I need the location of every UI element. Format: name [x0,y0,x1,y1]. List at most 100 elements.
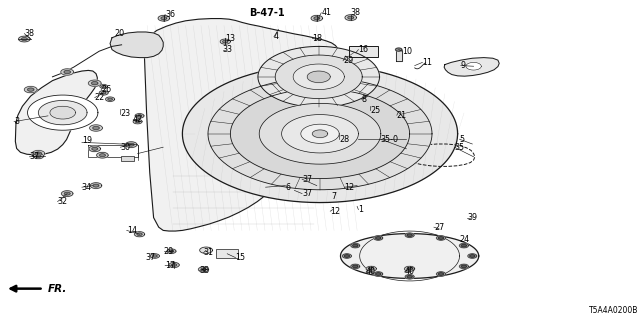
Polygon shape [100,154,105,156]
Polygon shape [460,264,468,268]
Text: 34: 34 [82,183,92,192]
Polygon shape [353,265,358,268]
Text: 38: 38 [200,266,210,275]
Polygon shape [436,272,445,276]
Polygon shape [33,154,44,159]
Text: 26: 26 [101,85,111,94]
Polygon shape [89,146,100,152]
Polygon shape [230,89,410,179]
Polygon shape [102,92,106,94]
Text: 13: 13 [225,34,236,43]
Text: 4: 4 [274,32,279,41]
Polygon shape [470,255,475,257]
Polygon shape [376,237,381,239]
Polygon shape [110,32,163,58]
Polygon shape [314,17,320,20]
Polygon shape [405,275,414,279]
Text: 29: 29 [343,56,353,65]
Polygon shape [466,62,481,70]
Text: 11: 11 [422,58,433,67]
Text: 27: 27 [434,223,444,232]
Polygon shape [198,267,209,272]
Polygon shape [374,236,383,240]
Text: 24: 24 [460,236,470,244]
Text: 36: 36 [165,10,175,19]
Polygon shape [436,236,445,240]
Text: 18: 18 [312,34,323,43]
Polygon shape [136,121,140,123]
Text: 16: 16 [358,45,369,54]
Text: 37: 37 [302,175,312,184]
Polygon shape [259,103,381,164]
Polygon shape [32,150,45,157]
Polygon shape [407,234,412,236]
Polygon shape [220,39,230,44]
Polygon shape [344,255,349,257]
Text: 19: 19 [82,136,92,145]
Text: FR.: FR. [47,284,67,294]
Text: T5A4A0200B: T5A4A0200B [589,306,639,315]
Text: 20: 20 [114,29,124,38]
Polygon shape [312,130,328,138]
Text: 41: 41 [321,8,332,17]
Polygon shape [93,184,99,187]
Polygon shape [144,19,339,231]
Text: 3: 3 [14,117,19,126]
Polygon shape [200,247,212,253]
Polygon shape [169,262,179,268]
Polygon shape [348,16,354,19]
Polygon shape [102,85,106,87]
Polygon shape [64,70,70,74]
Polygon shape [170,250,174,252]
Polygon shape [353,244,358,247]
Polygon shape [92,148,97,150]
Text: 33: 33 [223,45,233,54]
Text: 29: 29 [164,247,174,256]
Polygon shape [15,70,97,155]
Text: 38: 38 [24,29,35,38]
Text: 31: 31 [204,248,214,257]
Text: 40: 40 [366,268,376,276]
Text: 40: 40 [404,268,415,276]
Polygon shape [351,244,360,248]
Polygon shape [282,115,358,153]
Polygon shape [407,276,412,278]
Text: 39: 39 [467,213,477,222]
Text: 28: 28 [339,135,349,144]
Polygon shape [404,266,415,271]
Polygon shape [460,244,468,248]
Polygon shape [61,191,73,196]
Polygon shape [301,124,339,143]
Polygon shape [167,249,176,253]
Polygon shape [182,65,458,203]
Polygon shape [201,268,206,271]
Polygon shape [125,142,137,148]
Polygon shape [351,264,360,268]
Text: 22: 22 [95,93,105,102]
Polygon shape [405,233,414,237]
Polygon shape [153,255,157,257]
Text: 17: 17 [165,261,175,270]
Polygon shape [35,152,42,155]
Polygon shape [374,272,383,276]
Text: 12: 12 [330,207,340,216]
Polygon shape [28,88,34,91]
Text: 14: 14 [127,226,137,235]
Text: 12: 12 [344,183,355,192]
Text: 6: 6 [285,183,291,192]
Polygon shape [376,273,381,275]
FancyBboxPatch shape [349,46,378,57]
FancyBboxPatch shape [216,249,238,258]
Polygon shape [342,254,351,258]
Polygon shape [38,100,87,125]
Text: 25: 25 [370,106,380,115]
Polygon shape [461,265,467,268]
Polygon shape [311,15,323,21]
Polygon shape [223,40,228,43]
Polygon shape [92,82,98,85]
Polygon shape [345,15,356,20]
Polygon shape [138,115,142,117]
Polygon shape [36,155,41,157]
Text: 8: 8 [362,95,367,104]
Text: 35-0: 35-0 [381,135,399,144]
